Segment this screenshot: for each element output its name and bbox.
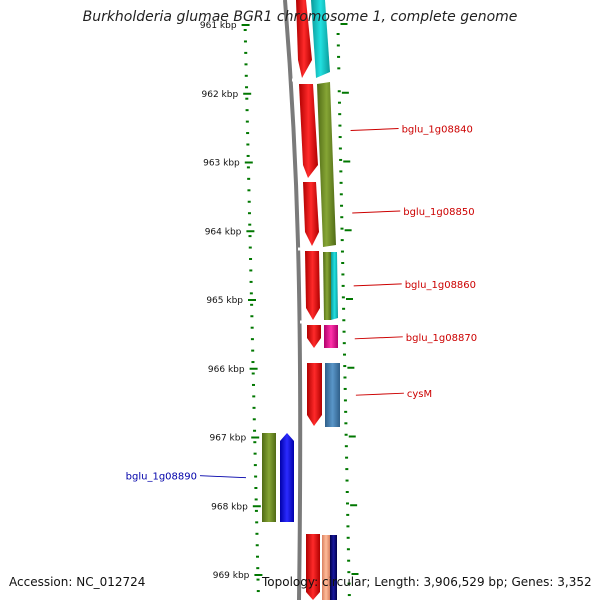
tick-label: 967 kbp: [210, 434, 247, 444]
gene-label-leader: [353, 283, 402, 287]
gene-bglu_1g08890[interactable]: [280, 433, 294, 522]
gene-label[interactable]: bglu_1g08860: [405, 280, 476, 291]
gene-feature[interactable]: [306, 534, 320, 600]
gene-feature[interactable]: [303, 182, 319, 246]
gene-feature[interactable]: [330, 535, 337, 600]
tick-label: 962 kbp: [202, 90, 239, 100]
gene-label[interactable]: bglu_1g08890: [126, 472, 197, 483]
gene-label-leader: [350, 128, 399, 131]
gene-cysM[interactable]: [325, 363, 340, 427]
tick-label: 964 kbp: [205, 227, 242, 237]
accession-text: Accession: NC_012724: [9, 575, 146, 589]
gene-bglu_1g08870[interactable]: [324, 325, 338, 348]
map-title: Burkholderia glumae BGR1 chromosome 1, c…: [82, 9, 518, 25]
gene-feature[interactable]: [296, 0, 312, 78]
topology-text: Topology: circular; Length: 3,906,529 bp…: [262, 575, 592, 589]
tick-label: 965 kbp: [206, 296, 243, 306]
gene-feature[interactable]: [262, 433, 276, 522]
gene-feature[interactable]: [307, 363, 322, 426]
gene-label-leader: [355, 392, 404, 396]
gene-track-red: [296, 0, 322, 600]
gene-bglu_1g08850[interactable]: [317, 82, 336, 247]
gene-separators: [292, 78, 342, 324]
gene-label-leader: [199, 475, 247, 479]
gene-feature[interactable]: [331, 252, 338, 320]
gene-label-layer: bglu_1g08840 bglu_1g08850 bglu_1g08860bglu…: [126, 125, 477, 483]
gene-label[interactable]: bglu_1g08850: [403, 207, 474, 218]
gene-track-inner: [262, 433, 294, 522]
gene-feature[interactable]: [322, 535, 330, 600]
tick-label: 963 kbp: [203, 159, 240, 169]
gene-feature[interactable]: [305, 251, 320, 320]
chromosome-backbone: [283, 0, 303, 601]
tick-label: 968 kbp: [211, 502, 248, 512]
gene-label-leader: [352, 210, 401, 214]
tick-label: 969 kbp: [213, 571, 250, 581]
gene-feature[interactable]: [307, 325, 321, 348]
tick-label: 961 kbp: [200, 21, 237, 31]
gene-bglu_1g08840[interactable]: [311, 0, 330, 78]
gene-label[interactable]: bglu_1g08870: [406, 333, 477, 344]
gene-bglu_1g08860[interactable]: [323, 252, 331, 320]
tick-layer: 961 kbp 962 kbp 963 kbp 964 kbp 965 kbp 966 k…: [200, 21, 359, 597]
gene-feature[interactable]: [299, 84, 318, 178]
gene-label[interactable]: bglu_1g08840: [402, 125, 473, 136]
tick-label: 966 kbp: [208, 365, 245, 375]
gene-track-color: [311, 0, 340, 600]
gene-label[interactable]: cysM: [407, 389, 432, 400]
gene-label-leader: [354, 336, 403, 340]
